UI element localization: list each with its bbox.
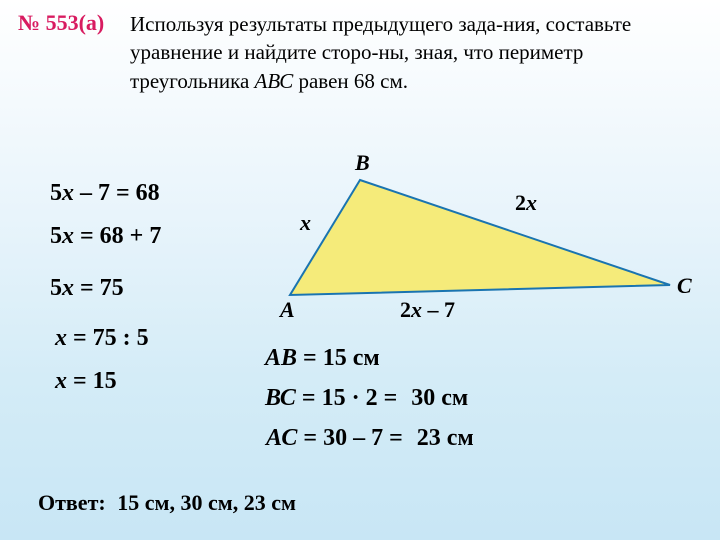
answer-text: 15 см, 30 см, 23 см bbox=[117, 490, 296, 515]
solution-bc: ВС = 15 · 2 = 30 см bbox=[265, 385, 468, 412]
eq1-var: х bbox=[62, 180, 74, 206]
triangle-svg bbox=[280, 155, 700, 325]
problem-number: № 553(а) bbox=[18, 10, 104, 36]
s2-val: 30 см bbox=[411, 385, 468, 411]
eq1-post: – 7 = 68 bbox=[74, 180, 160, 206]
eq2-var: х bbox=[62, 223, 74, 249]
eq5-post: = 15 bbox=[67, 368, 117, 394]
s3-val: 23 см bbox=[417, 425, 474, 451]
eq3-post: = 75 bbox=[74, 275, 124, 301]
eq-5: х = 15 bbox=[55, 368, 117, 395]
eq3-var: х bbox=[62, 275, 74, 301]
eq-1: 5х – 7 = 68 bbox=[50, 180, 160, 207]
side-ac-var: х bbox=[411, 297, 422, 322]
side-ac-label: 2х – 7 bbox=[400, 297, 455, 323]
side-ac-post: – 7 bbox=[422, 297, 455, 322]
s2-pre: ВС bbox=[265, 385, 296, 411]
s1-post: = 15 см bbox=[297, 345, 380, 371]
answer-label: Ответ: bbox=[38, 490, 106, 515]
side-bc-var: х bbox=[526, 190, 537, 215]
eq1-pre: 5 bbox=[50, 180, 62, 206]
s2-post: = 15 · 2 = bbox=[296, 385, 397, 411]
eq4-var: х bbox=[55, 325, 67, 351]
eq-3: 5х = 75 bbox=[50, 275, 124, 302]
eq-4: х = 75 : 5 bbox=[55, 325, 149, 352]
solution-ab: АВ = 15 см bbox=[265, 345, 380, 372]
side-ab-var: х bbox=[300, 210, 311, 235]
eq-2: 5х = 68 + 7 bbox=[50, 223, 161, 250]
s3-pre: АС bbox=[266, 425, 297, 451]
side-bc-label: 2х bbox=[515, 190, 537, 216]
s1-pre: АВ bbox=[265, 345, 297, 371]
eq3-pre: 5 bbox=[50, 275, 62, 301]
vertex-c: С bbox=[677, 273, 692, 299]
eq2-post: = 68 + 7 bbox=[74, 223, 161, 249]
side-ab-label: х bbox=[300, 210, 311, 236]
eq5-var: х bbox=[55, 368, 67, 394]
side-ac-pre: 2 bbox=[400, 297, 411, 322]
vertex-a: А bbox=[280, 297, 295, 323]
eq2-pre: 5 bbox=[50, 223, 62, 249]
side-bc-pre: 2 bbox=[515, 190, 526, 215]
eq4-post: = 75 : 5 bbox=[67, 325, 149, 351]
triangle-diagram: В А С х 2х 2х – 7 bbox=[280, 155, 700, 325]
answer: Ответ: 15 см, 30 см, 23 см bbox=[38, 490, 296, 516]
problem-text: Используя результаты предыдущего зада-ни… bbox=[130, 10, 690, 95]
vertex-b: В bbox=[355, 150, 370, 176]
s3-post: = 30 – 7 = bbox=[297, 425, 402, 451]
solution-ac: АС = 30 – 7 = 23 см bbox=[266, 425, 474, 452]
